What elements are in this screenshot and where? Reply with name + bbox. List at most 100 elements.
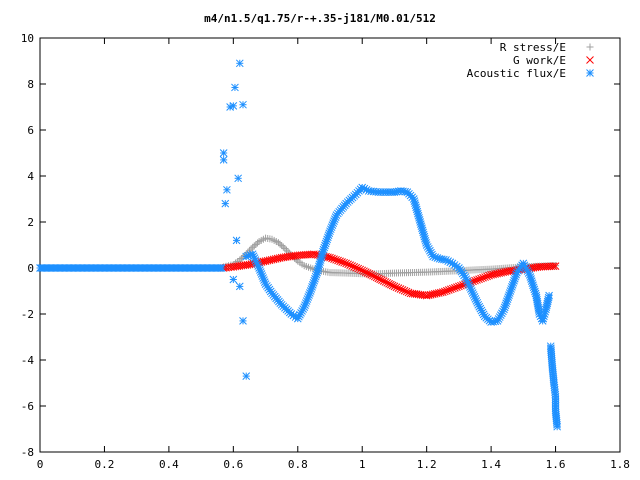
x-tick-label: 1.4 bbox=[481, 458, 501, 471]
data-point bbox=[221, 199, 230, 208]
data-point bbox=[442, 286, 451, 295]
legend-markers bbox=[586, 43, 594, 77]
data-point bbox=[247, 245, 255, 253]
data-point bbox=[471, 276, 479, 285]
data-point bbox=[396, 285, 405, 293]
data-point bbox=[278, 242, 286, 250]
data-point bbox=[274, 239, 282, 247]
data-point bbox=[276, 240, 284, 248]
data-point bbox=[483, 272, 491, 281]
y-axis: -8 -6 -4 -2 0 2 4 6 8 10 bbox=[21, 32, 620, 459]
data-point bbox=[326, 253, 334, 262]
data-point bbox=[551, 262, 560, 271]
series-star bbox=[36, 59, 562, 431]
data-point bbox=[239, 317, 247, 325]
legend-marker bbox=[586, 69, 594, 77]
data-point bbox=[446, 285, 455, 294]
x-tick-label: 1.6 bbox=[546, 458, 566, 471]
data-point bbox=[455, 282, 463, 291]
y-tick-label: -8 bbox=[21, 446, 34, 459]
data-point bbox=[340, 258, 348, 267]
data-point bbox=[457, 281, 465, 290]
y-tick-label: 6 bbox=[27, 124, 34, 137]
y-tick-label: 10 bbox=[21, 32, 34, 45]
data-point bbox=[332, 255, 340, 264]
y-tick-label: 8 bbox=[27, 78, 34, 91]
y-tick-label: 2 bbox=[27, 216, 34, 229]
data-point bbox=[348, 262, 357, 270]
data-point bbox=[336, 257, 344, 266]
data-point bbox=[239, 100, 247, 109]
data-point bbox=[477, 274, 485, 283]
data-point bbox=[356, 265, 365, 274]
data-point bbox=[328, 254, 336, 263]
series-layer bbox=[36, 59, 562, 431]
data-point bbox=[334, 256, 342, 265]
data-point bbox=[545, 291, 553, 300]
data-point bbox=[219, 156, 228, 164]
x-tick-label: 1 bbox=[359, 458, 366, 471]
data-point bbox=[344, 260, 352, 269]
legend: R stress/E G work/E Acoustic flux/E bbox=[467, 41, 594, 80]
data-point bbox=[219, 149, 228, 157]
data-point bbox=[400, 286, 409, 295]
data-point bbox=[553, 422, 562, 431]
series-plus bbox=[220, 234, 560, 278]
data-point bbox=[354, 264, 363, 273]
x-tick-label: 1.2 bbox=[417, 458, 437, 471]
x-tick-label: 0.2 bbox=[95, 458, 115, 471]
x-tick-label: 0.4 bbox=[159, 458, 179, 471]
data-point bbox=[440, 287, 449, 296]
data-point bbox=[451, 283, 459, 292]
data-point bbox=[217, 264, 226, 272]
data-point bbox=[438, 288, 447, 297]
data-point bbox=[473, 276, 481, 284]
data-point bbox=[388, 281, 397, 290]
data-point bbox=[338, 258, 346, 266]
data-point bbox=[281, 244, 289, 252]
data-point bbox=[346, 261, 354, 269]
data-point bbox=[342, 259, 350, 268]
x-tick-label: 0.8 bbox=[288, 458, 308, 471]
data-point bbox=[448, 284, 457, 293]
y-tick-label: -6 bbox=[21, 400, 34, 413]
x-tick-label: 0 bbox=[37, 458, 44, 471]
y-tick-label: 4 bbox=[27, 170, 34, 183]
legend-label-r-stress: R stress/E bbox=[500, 41, 566, 54]
data-point bbox=[229, 101, 238, 110]
data-point bbox=[390, 282, 399, 291]
chart-title: m4/n1.5/q1.75/r-+.35-j181/M0.01/512 bbox=[204, 12, 436, 25]
legend-marker bbox=[586, 43, 594, 51]
data-point bbox=[250, 242, 258, 250]
data-point bbox=[352, 263, 361, 272]
x-tick-label: 0.6 bbox=[223, 458, 243, 471]
data-point bbox=[394, 284, 403, 292]
data-point bbox=[350, 262, 359, 271]
data-point bbox=[392, 283, 401, 292]
data-point bbox=[402, 287, 411, 296]
data-point bbox=[444, 286, 453, 294]
data-point bbox=[231, 83, 239, 92]
x-axis: 0 0.2 0.4 0.6 0.8 1 1.2 1.4 1.6 1.8 bbox=[37, 38, 630, 471]
data-point bbox=[229, 275, 238, 284]
plot-frame bbox=[39, 37, 621, 453]
data-point bbox=[283, 246, 290, 254]
data-point bbox=[475, 275, 483, 284]
y-tick-label: -2 bbox=[21, 308, 34, 321]
data-point bbox=[223, 185, 231, 194]
data-point bbox=[453, 283, 461, 291]
data-point bbox=[235, 59, 244, 68]
data-point bbox=[242, 372, 251, 380]
data-point bbox=[234, 174, 243, 183]
data-point bbox=[330, 255, 338, 263]
legend-label-acoustic-flux: Acoustic flux/E bbox=[467, 67, 566, 80]
data-point bbox=[254, 239, 261, 247]
data-point bbox=[481, 273, 489, 281]
y-tick-label: 0 bbox=[27, 262, 34, 275]
legend-marker bbox=[586, 56, 594, 64]
data-point bbox=[479, 273, 487, 282]
data-point bbox=[398, 285, 407, 294]
legend-label-g-work: G work/E bbox=[513, 54, 566, 67]
data-point bbox=[249, 243, 257, 251]
